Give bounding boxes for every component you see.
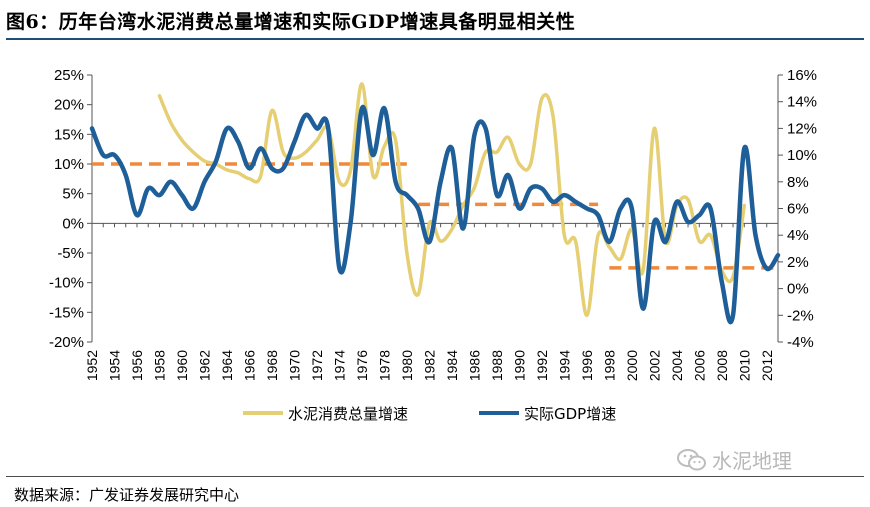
right-tick-label: -2%: [787, 307, 814, 324]
x-tick-label: 2000: [624, 350, 640, 381]
x-tick-label: 1970: [286, 350, 302, 381]
right-tick-label: 14%: [787, 94, 817, 111]
x-tick-label: 2008: [714, 350, 730, 381]
left-tick-label: -20%: [49, 334, 84, 351]
legend: 水泥消费总量增速 实际GDP增速: [243, 405, 616, 423]
x-tick-label: 2010: [736, 350, 752, 381]
data-source: 数据来源：广发证券发展研究中心: [14, 486, 240, 504]
series-lines: [89, 82, 781, 325]
right-tick-label: 6%: [787, 201, 809, 218]
right-tick-label: 12%: [787, 120, 817, 137]
left-tick-label: 10%: [54, 156, 84, 173]
x-tick-label: 1956: [129, 350, 145, 381]
left-tick-label: 20%: [54, 97, 84, 114]
x-tick-label: 1990: [511, 350, 527, 381]
x-tick-label: 2012: [759, 350, 775, 381]
watermark-text: 水泥地理: [712, 449, 792, 473]
right-tick-label: -4%: [787, 334, 814, 351]
right-tick-label: 4%: [787, 227, 809, 244]
x-tick-label: 1958: [151, 350, 167, 381]
left-axis-ticks: 25% 20% 15% 10% 5% 0% -5% -10% -15% -20%: [49, 67, 92, 351]
chart: 25% 20% 15% 10% 5% 0% -5% -10% -15% -20% 16% 14% 12…: [49, 67, 817, 423]
title-divider: [6, 38, 864, 40]
right-tick-label: 0%: [787, 281, 809, 298]
right-tick-label: 8%: [787, 174, 809, 191]
x-axis-ticks: 1952 1954 1956 1958 1960 1962 1964 1966 1968 1970…: [84, 223, 779, 381]
gdp-series-line: [89, 104, 781, 325]
x-tick-label: 1972: [309, 350, 325, 381]
x-tick-label: 1974: [331, 350, 347, 381]
footer-divider: [6, 476, 864, 477]
x-tick-label: 1966: [241, 350, 257, 381]
x-tick-label: 1976: [354, 350, 370, 381]
x-tick-label: 2006: [691, 350, 707, 381]
x-tick-label: 1988: [489, 350, 505, 381]
x-tick-label: 1964: [219, 350, 235, 381]
left-tick-label: -10%: [49, 275, 84, 292]
right-tick-label: 10%: [787, 147, 817, 164]
x-tick-label: 1954: [106, 350, 122, 381]
x-tick-label: 2004: [669, 350, 685, 381]
left-tick-label: -15%: [49, 304, 84, 321]
left-tick-label: -5%: [57, 245, 84, 262]
x-tick-label: 1980: [399, 350, 415, 381]
cement-series-line: [157, 82, 747, 318]
page-title: 图6：历年台湾水泥消费总量增速和实际GDP增速具备明显相关性: [6, 11, 576, 33]
x-tick-label: 1998: [601, 350, 617, 381]
x-tick-label: 1986: [466, 350, 482, 381]
x-tick-label: 1962: [196, 350, 212, 381]
left-tick-label: 25%: [54, 67, 84, 84]
x-tick-label: 1992: [534, 350, 550, 381]
x-tick-label: 2002: [646, 350, 662, 381]
x-tick-label: 1996: [579, 350, 595, 381]
left-tick-label: 0%: [62, 215, 84, 232]
legend-label-cement: 水泥消费总量增速: [288, 405, 408, 423]
right-axis-ticks: 16% 14% 12% 10% 8% 6% 4% 2% 0% -2% -4%: [778, 67, 817, 351]
right-tick-label: 16%: [787, 67, 817, 84]
x-tick-label: 1994: [556, 350, 572, 381]
x-tick-label: 1960: [174, 350, 190, 381]
watermark: 水泥地理: [676, 445, 792, 474]
left-tick-label: 15%: [54, 126, 84, 143]
x-tick-label: 1952: [84, 350, 100, 381]
x-tick-label: 1982: [421, 350, 437, 381]
legend-label-gdp: 实际GDP增速: [524, 405, 616, 423]
right-tick-label: 2%: [787, 254, 809, 271]
x-tick-label: 1984: [444, 350, 460, 381]
wechat-icon: [677, 448, 706, 470]
x-tick-label: 1978: [376, 350, 392, 381]
left-tick-label: 5%: [62, 186, 84, 203]
x-tick-label: 1968: [264, 350, 280, 381]
